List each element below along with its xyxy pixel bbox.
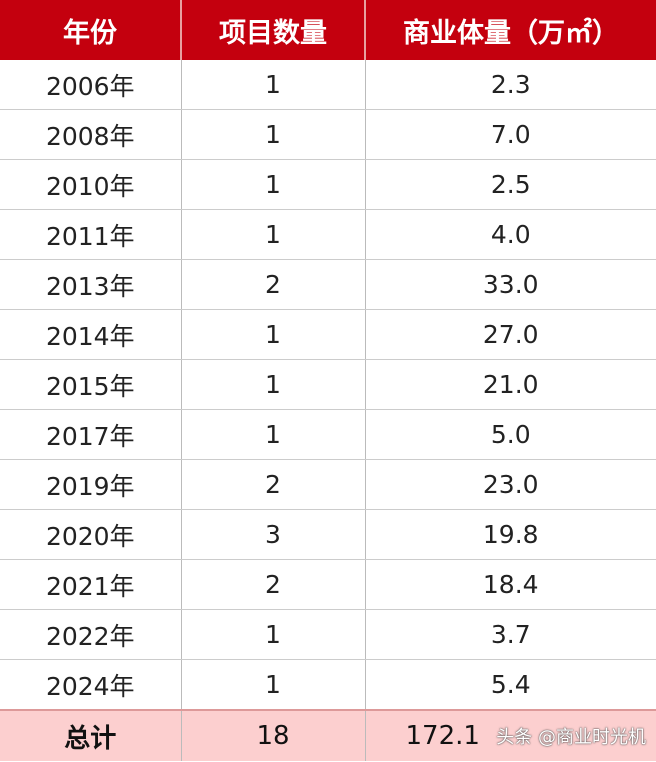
year-cell: 2022年 <box>0 609 182 660</box>
volume-cell: 5.0 <box>365 409 656 460</box>
count-cell: 1 <box>181 609 366 660</box>
table-row: 2017年 1 5.0 <box>0 409 656 460</box>
year-cell: 2024年 <box>0 659 182 711</box>
count-cell: 2 <box>181 259 366 310</box>
year-cell: 2011年 <box>0 209 182 260</box>
table-row: 2015年 1 21.0 <box>0 359 656 410</box>
table-row: 2020年 3 19.8 <box>0 509 656 560</box>
year-cell: 2013年 <box>0 259 182 310</box>
count-cell: 1 <box>181 109 366 160</box>
table-row: 2008年 1 7.0 <box>0 109 656 160</box>
volume-cell: 18.4 <box>365 559 656 610</box>
count-cell: 1 <box>181 209 366 260</box>
year-cell: 2021年 <box>0 559 182 610</box>
volume-cell: 21.0 <box>365 359 656 410</box>
year-cell: 2008年 <box>0 109 182 160</box>
total-volume-wrap: 172.1 头条 @商业时光机 <box>366 721 656 751</box>
volume-cell: 5.4 <box>365 659 656 711</box>
volume-cell: 33.0 <box>365 259 656 310</box>
count-cell: 1 <box>181 409 366 460</box>
year-cell: 2020年 <box>0 509 182 560</box>
header-volume: 商业体量（万㎡） <box>365 0 656 60</box>
header-row: 年份 项目数量 商业体量（万㎡） <box>0 0 656 60</box>
table-row: 2024年 1 5.4 <box>0 659 656 711</box>
table-row: 2021年 2 18.4 <box>0 559 656 610</box>
volume-cell: 19.8 <box>365 509 656 560</box>
table-row: 2013年 2 33.0 <box>0 259 656 310</box>
count-cell: 1 <box>181 60 366 110</box>
table-row: 2019年 2 23.0 <box>0 459 656 510</box>
total-volume-cell: 172.1 头条 @商业时光机 <box>365 709 656 761</box>
year-cell: 2015年 <box>0 359 182 410</box>
year-cell: 2017年 <box>0 409 182 460</box>
header-count: 项目数量 <box>181 0 366 60</box>
count-cell: 1 <box>181 659 366 711</box>
table-row: 2022年 1 3.7 <box>0 609 656 660</box>
year-cell: 2019年 <box>0 459 182 510</box>
volume-cell: 23.0 <box>365 459 656 510</box>
watermark: 头条 @商业时光机 <box>496 727 646 748</box>
volume-cell: 7.0 <box>365 109 656 160</box>
table-row: 2010年 1 2.5 <box>0 159 656 210</box>
count-cell: 1 <box>181 159 366 210</box>
volume-cell: 27.0 <box>365 309 656 360</box>
table-row: 2011年 1 4.0 <box>0 209 656 260</box>
volume-cell: 2.3 <box>365 60 656 110</box>
volume-cell: 3.7 <box>365 609 656 660</box>
total-label: 总计 <box>0 709 182 761</box>
total-row: 总计 18 172.1 头条 @商业时光机 <box>0 709 656 761</box>
volume-cell: 2.5 <box>365 159 656 210</box>
count-cell: 2 <box>181 559 366 610</box>
count-cell: 2 <box>181 459 366 510</box>
year-cell: 2014年 <box>0 309 182 360</box>
volume-cell: 4.0 <box>365 209 656 260</box>
count-cell: 3 <box>181 509 366 560</box>
year-cell: 2006年 <box>0 60 182 110</box>
table-row: 2006年 1 2.3 <box>0 60 656 110</box>
count-cell: 1 <box>181 359 366 410</box>
total-count: 18 <box>181 709 366 761</box>
year-cell: 2010年 <box>0 159 182 210</box>
table-row: 2014年 1 27.0 <box>0 309 656 360</box>
total-volume: 172.1 <box>405 721 480 751</box>
header-year: 年份 <box>0 0 182 60</box>
count-cell: 1 <box>181 309 366 360</box>
